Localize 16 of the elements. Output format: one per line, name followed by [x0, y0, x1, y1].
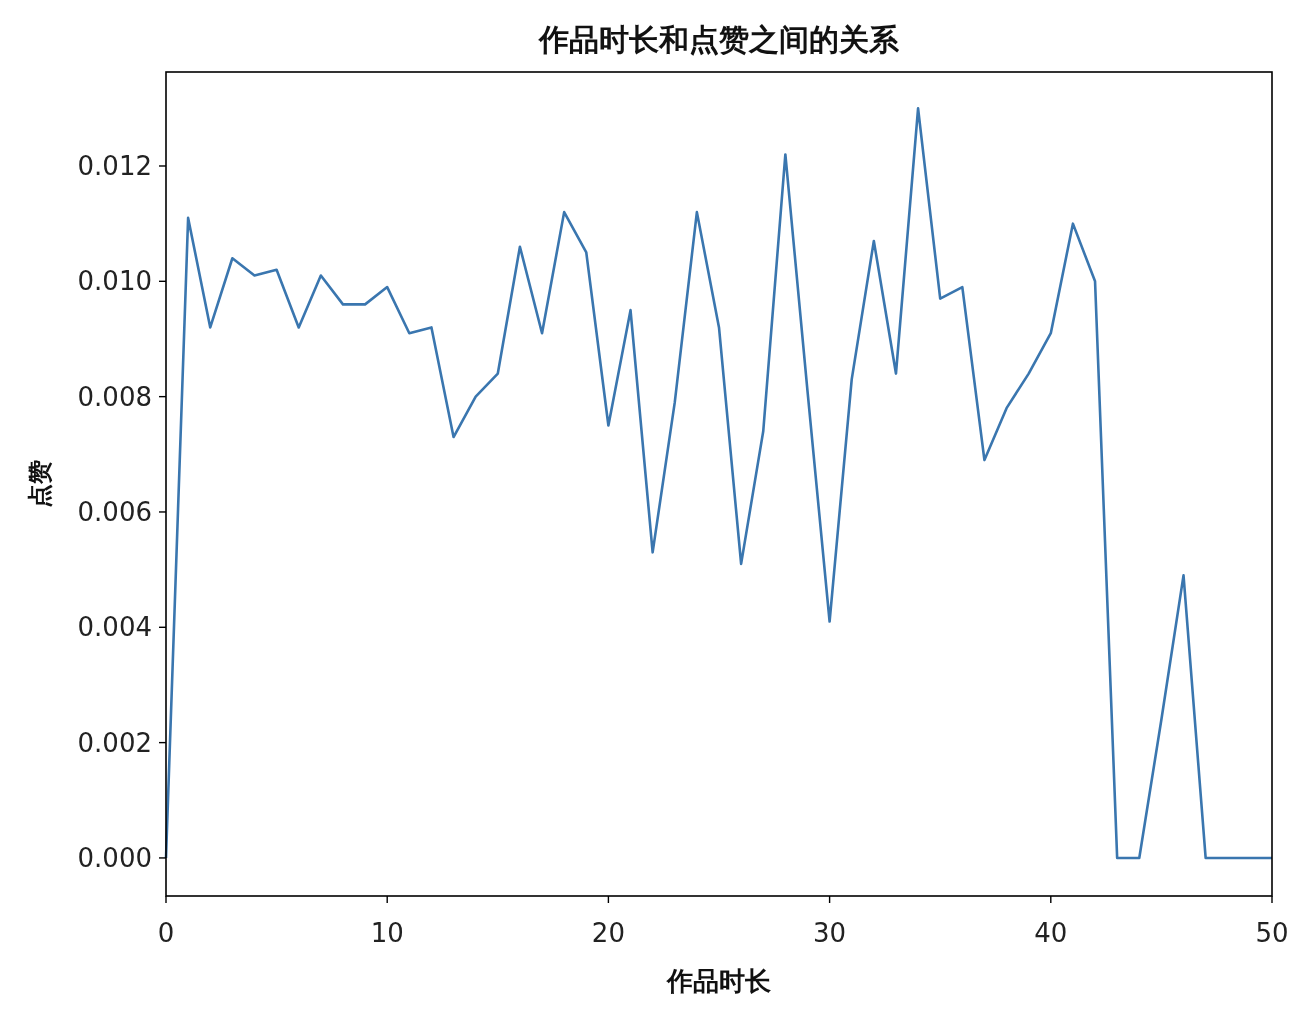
y-tick-label: 0.012	[77, 150, 152, 181]
y-axis-title: 点赞	[26, 460, 54, 508]
chart-title: 作品时长和点赞之间的关系	[537, 22, 900, 57]
x-axis-title: 作品时长	[666, 966, 771, 996]
x-tick-label: 10	[370, 918, 404, 948]
y-tick-label: 0.000	[77, 842, 152, 873]
y-tick-label: 0.010	[77, 266, 152, 297]
y-tick-label: 0.008	[77, 381, 152, 412]
x-tick-label: 30	[813, 918, 847, 948]
y-tick-label: 0.004	[77, 612, 152, 643]
x-tick-label: 40	[1034, 918, 1068, 948]
x-tick-label: 50	[1255, 918, 1289, 948]
x-tick-label: 20	[591, 918, 625, 948]
y-tick-label: 0.006	[77, 496, 152, 527]
x-tick-label: 0	[157, 918, 175, 948]
y-tick-label: 0.002	[77, 727, 152, 758]
